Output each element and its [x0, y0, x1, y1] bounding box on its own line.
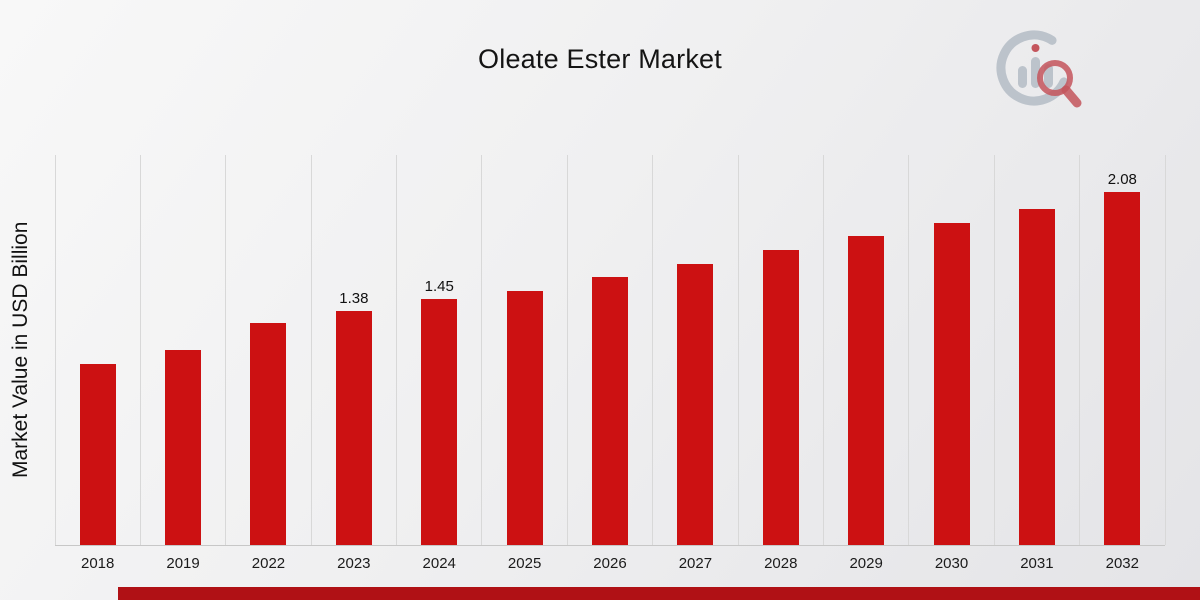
bar-slot: 2025	[482, 155, 567, 572]
bar-slot: 2026	[567, 155, 652, 572]
x-tick-2023: 2023	[337, 555, 371, 572]
bar-2018	[79, 363, 116, 545]
bar-2023	[335, 311, 372, 545]
bar-slot: 2022	[226, 155, 311, 572]
value-label-2032: 2.08	[1107, 171, 1137, 189]
y-axis-label: Market Value in USD Billion	[9, 221, 32, 479]
bar-slot: 1.45 2024	[397, 155, 482, 572]
bar-2029	[848, 236, 885, 545]
plot-area: 2018 2019 2022 1.38 2023 1.45 2024 2025 2026 2027…	[54, 155, 1166, 572]
bar-slot: 2.08 2032	[1080, 155, 1165, 572]
bar-2031	[1018, 209, 1055, 545]
chart-title: Oleate Ester Market	[478, 44, 722, 74]
gridline	[1079, 155, 1081, 545]
brand-logo-graphic	[996, 30, 1082, 108]
bar-slot: 2031	[994, 155, 1079, 572]
gridline	[139, 155, 141, 545]
gridline	[822, 155, 824, 545]
bar-2026	[591, 277, 628, 545]
gridline	[908, 155, 910, 545]
value-label-2024: 1.45	[424, 278, 454, 296]
bar-2022	[250, 322, 287, 545]
x-tick-2028: 2028	[764, 555, 798, 572]
bar-slot: 2019	[140, 155, 225, 572]
bar-slot: 1.38 2023	[311, 155, 396, 572]
x-tick-2026: 2026	[593, 555, 627, 572]
gridline	[993, 155, 995, 545]
gridline	[566, 155, 568, 545]
bar-slot: 2029	[823, 155, 908, 572]
x-tick-2029: 2029	[849, 555, 883, 572]
gridline	[481, 155, 483, 545]
brand-logo	[992, 26, 1092, 116]
bar-2028	[762, 249, 799, 545]
magnifier-icon	[1037, 60, 1082, 108]
gridline	[1164, 155, 1166, 545]
bar-2030	[933, 222, 970, 545]
x-tick-2025: 2025	[507, 555, 542, 572]
bar-slot: 2028	[738, 155, 823, 572]
bar-2032	[1104, 192, 1141, 545]
x-tick-2024: 2024	[422, 555, 456, 572]
x-tick-2018: 2018	[81, 555, 115, 572]
x-tick-2027: 2027	[678, 555, 713, 572]
x-tick-2022: 2022	[251, 555, 286, 572]
logo-bar-icon	[1018, 66, 1027, 88]
gridline	[737, 155, 739, 545]
logo-bar-icon	[1044, 64, 1053, 88]
gridline	[396, 155, 398, 545]
gridline	[54, 155, 56, 545]
gridline	[652, 155, 654, 545]
bar-2024	[421, 299, 458, 545]
bar-2019	[165, 350, 202, 545]
gridline	[310, 155, 312, 545]
gridline	[225, 155, 227, 545]
bar-2027	[677, 263, 714, 545]
bar-slot: 2030	[909, 155, 994, 572]
x-tick-2032: 2032	[1105, 555, 1139, 572]
footer-accent-bar	[118, 587, 1200, 600]
bar-slot: 2027	[653, 155, 738, 572]
bar-2025	[506, 290, 543, 545]
x-tick-2019: 2019	[166, 555, 200, 572]
value-label-2023: 1.38	[339, 290, 369, 307]
x-tick-2030: 2030	[934, 555, 969, 572]
x-tick-2031: 2031	[1020, 555, 1054, 572]
logo-dot-icon	[1031, 44, 1040, 52]
bar-slot: 2018	[55, 155, 140, 572]
